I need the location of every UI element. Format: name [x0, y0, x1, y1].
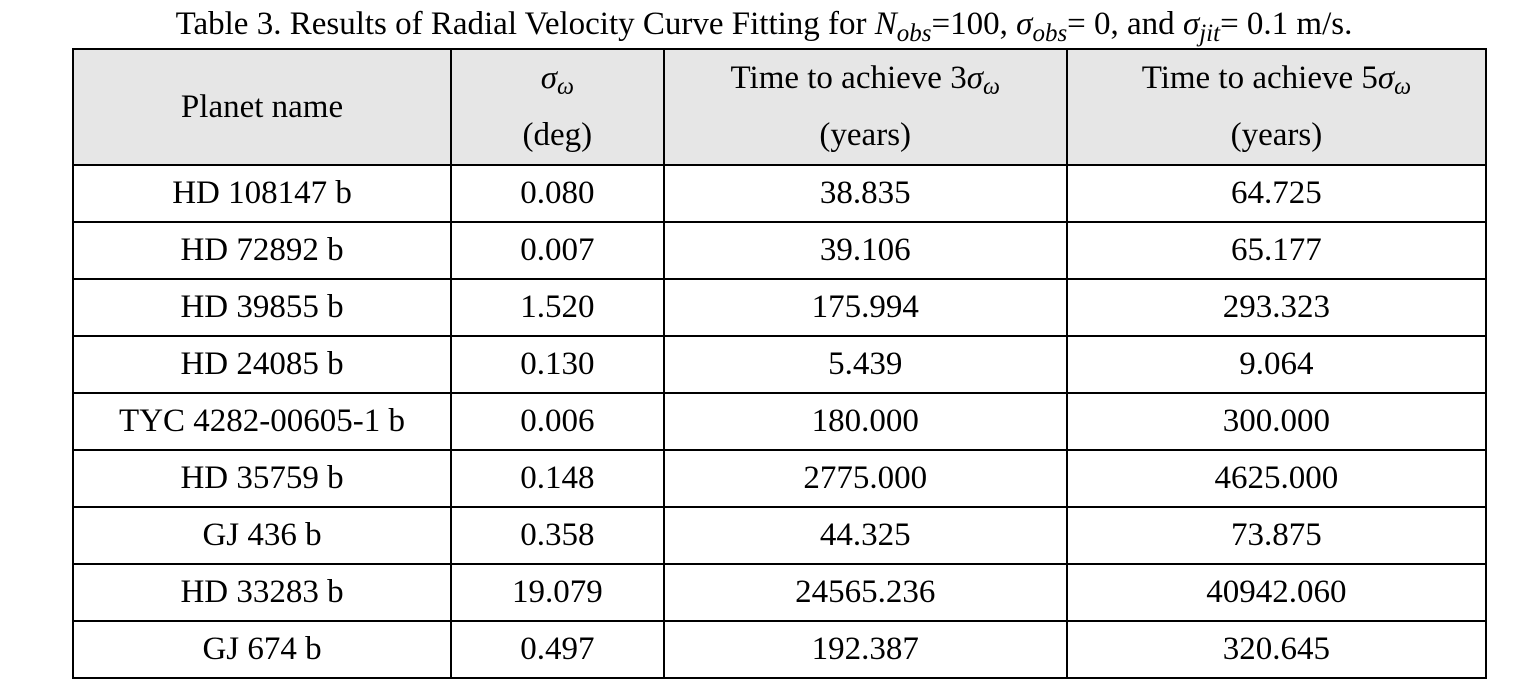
table-row: TYC 4282-00605-1 b 0.006 180.000 300.000 [71, 392, 1488, 451]
cell-planet: HD 24085 b [71, 335, 453, 394]
header-planet-name: Planet name [71, 48, 453, 166]
cell-time-5sigma: 4625.000 [1065, 449, 1488, 508]
table-row: HD 24085 b 0.130 5.439 9.064 [71, 335, 1488, 394]
cell-sigma: 1.520 [450, 278, 665, 337]
caption-sigma-obs-value: = 0, and [1067, 6, 1183, 42]
header-sigma-omega: σω (deg) [450, 48, 665, 166]
results-table: Planet name σω (deg) Time to achieve 3σω… [71, 48, 1488, 679]
header-sigma-symbol: σω [540, 60, 574, 100]
cell-time-3sigma: 24565.236 [662, 563, 1068, 622]
cell-sigma: 0.148 [450, 449, 665, 508]
cell-time-3sigma: 5.439 [662, 335, 1068, 394]
table-row: HD 33283 b 19.079 24565.236 40942.060 [71, 563, 1488, 622]
cell-time-5sigma: 65.177 [1065, 221, 1488, 280]
cell-time-5sigma: 320.645 [1065, 620, 1488, 679]
cell-time-3sigma: 180.000 [662, 392, 1068, 451]
cell-sigma: 0.497 [450, 620, 665, 679]
caption-sigma-obs-sub: obs [1032, 20, 1068, 47]
cell-time-5sigma: 300.000 [1065, 392, 1488, 451]
cell-time-3sigma: 175.994 [662, 278, 1068, 337]
cell-time-5sigma: 64.725 [1065, 164, 1488, 223]
cell-sigma: 0.080 [450, 164, 665, 223]
table-row: HD 39855 b 1.520 175.994 293.323 [71, 278, 1488, 337]
caption-n-symbol: N [874, 6, 897, 42]
table-row: GJ 436 b 0.358 44.325 73.875 [71, 506, 1488, 565]
cell-time-3sigma: 44.325 [662, 506, 1068, 565]
cell-planet: HD 39855 b [71, 278, 453, 337]
header-sigma-unit: (deg) [522, 117, 593, 153]
cell-time-5sigma: 9.064 [1065, 335, 1488, 394]
cell-planet: HD 108147 b [71, 164, 453, 223]
table-row: HD 108147 b 0.080 38.835 64.725 [71, 164, 1488, 223]
cell-sigma: 0.007 [450, 221, 665, 280]
caption-n-value: =100, [931, 6, 1017, 42]
cell-time-3sigma: 2775.000 [662, 449, 1068, 508]
cell-sigma: 0.130 [450, 335, 665, 394]
cell-sigma: 0.006 [450, 392, 665, 451]
caption-n-sub: obs [896, 20, 932, 47]
caption-sigma-jit-value: = 0.1 m/s. [1220, 6, 1353, 42]
cell-time-5sigma: 293.323 [1065, 278, 1488, 337]
cell-planet: HD 72892 b [71, 221, 453, 280]
cell-planet: GJ 674 b [71, 620, 453, 679]
caption-sigma-jit-symbol: σ [1182, 6, 1200, 42]
table-row: HD 72892 b 0.007 39.106 65.177 [71, 221, 1488, 280]
header-t3-unit: (years) [819, 117, 912, 153]
cell-planet: HD 35759 b [71, 449, 453, 508]
cell-sigma: 19.079 [450, 563, 665, 622]
header-time-3sigma: Time to achieve 3σω (years) [662, 48, 1068, 166]
table-row: GJ 674 b 0.497 192.387 320.645 [71, 620, 1488, 679]
cell-time-5sigma: 73.875 [1065, 506, 1488, 565]
caption-sigma-obs-symbol: σ [1016, 6, 1033, 42]
table-row: HD 35759 b 0.148 2775.000 4625.000 [71, 449, 1488, 508]
cell-sigma: 0.358 [450, 506, 665, 565]
cell-time-5sigma: 40942.060 [1065, 563, 1488, 622]
header-t5-sigma-symbol: σω [1377, 60, 1412, 100]
cell-planet: HD 33283 b [71, 563, 453, 622]
cell-time-3sigma: 192.387 [662, 620, 1068, 679]
cell-planet: GJ 436 b [71, 506, 453, 565]
header-time-5sigma: Time to achieve 5σω (years) [1065, 48, 1488, 166]
caption-prefix: Table 3. Results of Radial Velocity Curv… [175, 6, 875, 42]
header-t3-sigma-symbol: σω [966, 60, 1000, 100]
cell-time-3sigma: 38.835 [662, 164, 1068, 223]
header-t5-unit: (years) [1230, 117, 1323, 153]
caption-sigma-jit-sub: jit [1199, 20, 1221, 47]
cell-time-3sigma: 39.106 [662, 221, 1068, 280]
table-caption: Table 3. Results of Radial Velocity Curv… [0, 2, 1528, 46]
cell-planet: TYC 4282-00605-1 b [71, 392, 453, 451]
table-header-row: Planet name σω (deg) Time to achieve 3σω… [71, 48, 1488, 166]
